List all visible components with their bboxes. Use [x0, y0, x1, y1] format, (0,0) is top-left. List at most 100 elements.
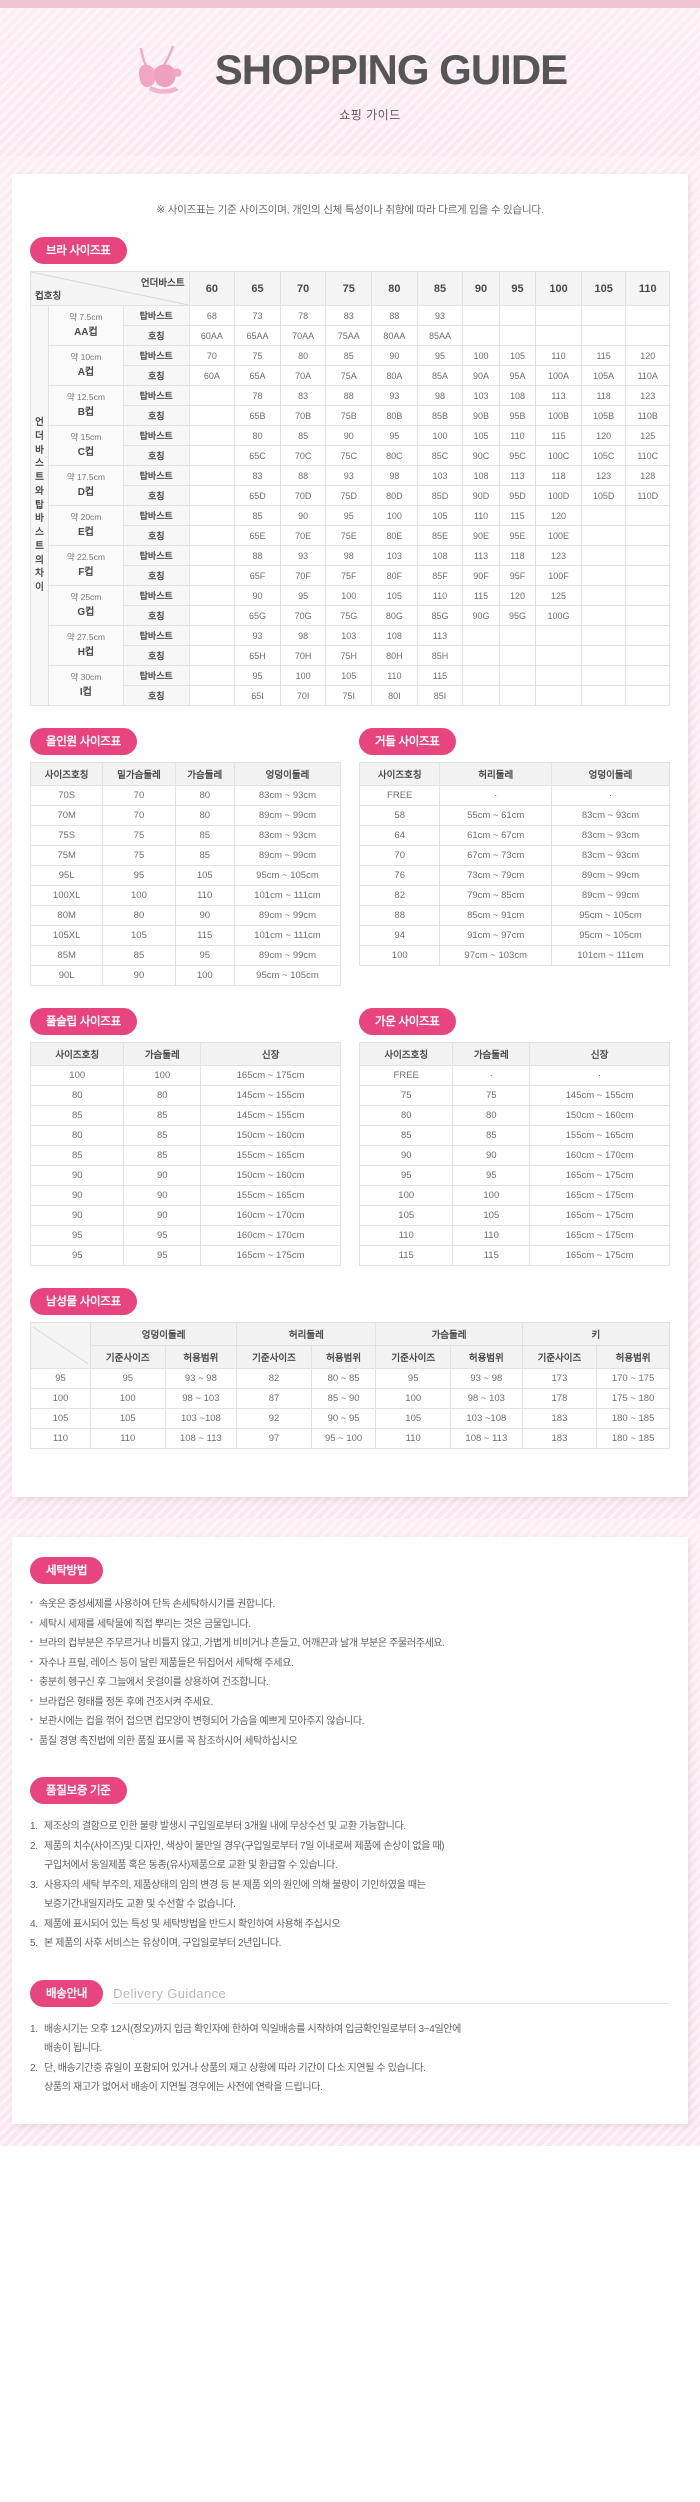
- bra-name-cell-7: 95A: [498, 365, 537, 386]
- allinone-cell-3: 83cm ~ 93cm: [233, 785, 342, 806]
- bra-topbust-cell-6: 105: [462, 425, 500, 446]
- bra-topbust-cell-5: 103: [416, 465, 464, 486]
- gown-row: 105 105 165cm ~ 175cm: [358, 1205, 670, 1226]
- gown-cell-2: 165cm ~ 175cm: [529, 1245, 670, 1266]
- bra-name-cell-0: [188, 445, 236, 466]
- mens-cell-1: 100: [90, 1388, 166, 1409]
- delivery-item-number: 2.: [30, 2062, 38, 2074]
- bra-name-cell-5: 85H: [416, 645, 464, 666]
- mens-subhead-2-1: 허용범위: [449, 1345, 523, 1369]
- bra-row-name: 호칭 65I 70I 75I 80I 85I: [31, 685, 670, 706]
- bra-topbust-cell-8: [535, 625, 582, 646]
- bra-corner-upper: 언더바스트: [140, 278, 185, 289]
- mens-cell-4: 95 ~ 100: [310, 1428, 377, 1449]
- bra-name-cell-7: [498, 325, 537, 346]
- bra-name-cell-6: 90C: [462, 445, 500, 466]
- mens-cell-1: 95: [90, 1368, 166, 1389]
- bra-topbust-cell-9: [580, 585, 627, 606]
- bra-topbust-cell-6: [462, 625, 500, 646]
- bra-row-label-name: 호칭: [122, 565, 190, 586]
- allinone-cell-2: 85: [174, 825, 235, 846]
- allinone-cell-2: 85: [174, 845, 235, 866]
- mens-cell-3: 97: [236, 1428, 312, 1449]
- bra-name-cell-3: 75H: [325, 645, 373, 666]
- bra-topbust-cell-3: 98: [325, 545, 373, 566]
- bra-row-topbust: 약 10cm A컵 탑바스트 70 75 80 85 90 95 100 105 110 115 120: [31, 345, 670, 386]
- bra-topbust-cell-8: [535, 305, 582, 326]
- mens-group-3: 키: [521, 1322, 671, 1346]
- quality-item-line-0: 제품에 표시되어 있는 특성 및 세탁방법을 반드시 확인하여 사용해 주십시오: [44, 1918, 341, 1930]
- bra-underbust-header-6: 90: [462, 271, 500, 306]
- girdle-row: 64 61cm ~ 67cm 83cm ~ 93cm: [358, 825, 670, 846]
- girdle-cell-0: 82: [358, 885, 441, 906]
- bra-topbust-cell-3: 103: [325, 625, 373, 646]
- bra-row-label-topbust: 탑바스트: [122, 385, 190, 406]
- bra-row-label-topbust: 탑바스트: [122, 665, 190, 686]
- gown-row: 100 100 165cm ~ 175cm: [358, 1185, 670, 1206]
- allinone-cell-2: 80: [174, 785, 235, 806]
- bra-name-cell-1: 65A: [234, 365, 281, 386]
- bra-name-cell-7: 95D: [498, 485, 537, 506]
- gown-row: 80 80 150cm ~ 160cm: [358, 1105, 670, 1126]
- bra-topbust-cell-5: 115: [416, 665, 464, 686]
- hero-banner: SHOPPING GUIDE 쇼핑 가이드: [0, 8, 700, 156]
- bra-row-label-name: 호칭: [122, 325, 190, 346]
- allinone-col-0: 사이즈호칭: [29, 762, 104, 786]
- mens-subhead-1-1: 허용범위: [310, 1345, 377, 1369]
- girdle-cell-1: 55cm ~ 61cm: [439, 805, 552, 826]
- bra-topbust-cell-7: 115: [498, 505, 537, 526]
- allinone-cell-0: 90L: [29, 965, 104, 986]
- washing-item-5: 브라컵은 형태를 정돈 후에 건조시켜 주세요.: [30, 1693, 670, 1713]
- bra-topbust-cell-6: 115: [462, 585, 500, 606]
- bra-name-cell-7: 95F: [498, 565, 537, 586]
- bra-cup-label: 약 27.5cm H컵: [48, 625, 124, 666]
- fullslip-row: 90 90 160cm ~ 170cm: [29, 1205, 341, 1226]
- fullslip-cell-2: 165cm ~ 175cm: [200, 1245, 341, 1266]
- bra-name-cell-7: [498, 685, 537, 706]
- girdle-row: 70 67cm ~ 73cm 83cm ~ 93cm: [358, 845, 670, 866]
- mens-cell-8: 175 ~ 180: [596, 1388, 670, 1409]
- allinone-cell-3: 89cm ~ 99cm: [233, 805, 342, 826]
- bra-topbust-cell-8: 110: [535, 345, 582, 366]
- mens-cell-2: 103 ~108: [164, 1408, 238, 1429]
- bra-topbust-cell-3: 90: [325, 425, 373, 446]
- info-band: 세탁방법 속옷은 중성세제를 사용하여 단독 손세탁하시기를 권합니다.세탁시 …: [0, 1519, 700, 2146]
- bra-name-cell-8: 100E: [535, 525, 582, 546]
- badge-allinone: 올인원 사이즈표: [30, 728, 137, 755]
- gown-cell-2: 150cm ~ 160cm: [529, 1105, 670, 1126]
- bra-name-cell-1: 65F: [234, 565, 281, 586]
- allinone-row: 75S 75 85 83cm ~ 93cm: [29, 825, 342, 846]
- allinone-cell-1: 70: [102, 785, 176, 806]
- mens-group-1: 허리둘레: [236, 1322, 377, 1346]
- bra-name-cell-0: 60A: [188, 365, 236, 386]
- bra-topbust-cell-0: 68: [188, 305, 236, 326]
- bra-name-cell-1: 65G: [234, 605, 281, 626]
- allinone-cell-3: 83cm ~ 93cm: [233, 825, 342, 846]
- bra-name-cell-10: [625, 605, 670, 626]
- bra-name-cell-1: 65B: [234, 405, 281, 426]
- gown-cell-0: 85: [358, 1125, 454, 1146]
- bra-name-cell-4: 80I: [371, 685, 418, 706]
- bra-icon: [138, 45, 182, 94]
- bra-name-cell-5: 85B: [416, 405, 464, 426]
- bra-topbust-cell-0: [188, 505, 236, 526]
- content-band: ※ 사이즈표는 기준 사이즈이며, 개인의 신체 특성이나 취향에 따라 다르게…: [0, 156, 700, 1519]
- bra-name-cell-8: 100A: [535, 365, 582, 386]
- bra-row-label-name: 호칭: [122, 525, 190, 546]
- gown-cell-2: 165cm ~ 175cm: [529, 1185, 670, 1206]
- mens-size-table: 엉덩이둘레 허리둘레 가슴둘레 키 기준사이즈 허용범위 기준사이즈 허용범위 기준사이즈 허용범…: [30, 1322, 671, 1449]
- washing-item-4: 충분히 헹구신 후 그늘에서 옷걸이를 상용하여 건조합니다.: [30, 1673, 670, 1693]
- gown-cell-0: 80: [358, 1105, 454, 1126]
- bra-topbust-cell-4: 105: [371, 585, 418, 606]
- gown-cell-0: 90: [358, 1145, 454, 1166]
- mens-cell-7: 173: [521, 1368, 598, 1389]
- bra-topbust-cell-2: 80: [279, 345, 327, 366]
- fullslip-cell-0: 90: [29, 1185, 125, 1206]
- delivery-list: 1. 배송시기는 오후 12시(정오)까지 입금 확인자에 한하여 익일배송를 시…: [30, 2020, 670, 2098]
- bra-topbust-cell-1: 83: [234, 465, 281, 486]
- bra-row-label-topbust: 탑바스트: [122, 465, 190, 486]
- bra-topbust-cell-9: [580, 625, 627, 646]
- girdle-row: 76 73cm ~ 79cm 89cm ~ 99cm: [358, 865, 670, 886]
- bra-name-cell-3: 75C: [325, 445, 373, 466]
- section-mens: 남성물 사이즈표 엉덩이둘레 허리둘레 가슴둘레 키 기준사이즈 허용범위 기준사이즈 허용범…: [30, 1288, 671, 1449]
